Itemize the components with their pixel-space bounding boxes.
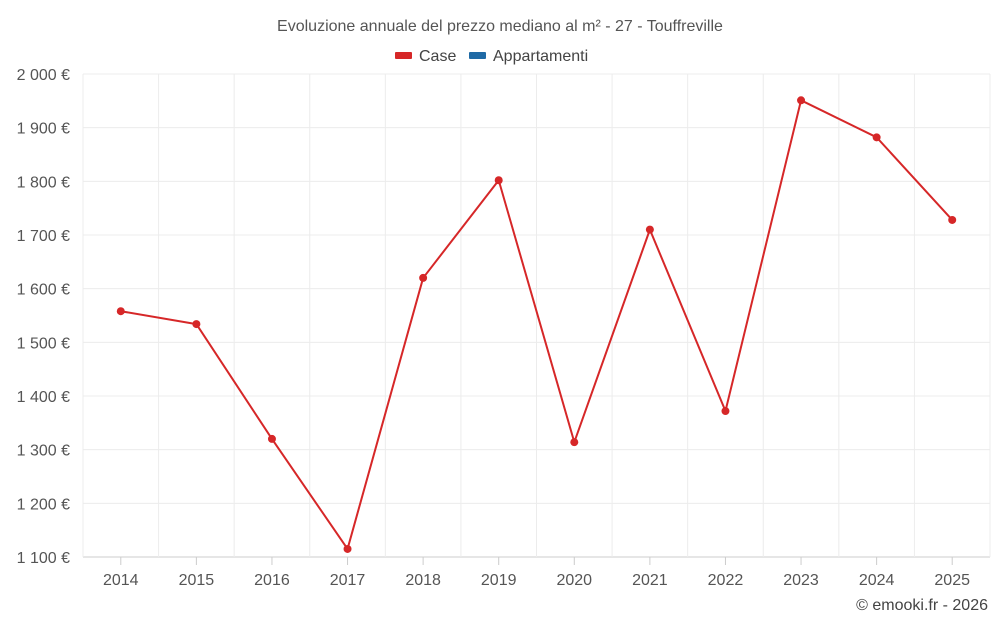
grid bbox=[82, 73, 991, 558]
y-tick-label: 1 500 € bbox=[17, 335, 70, 352]
chart-title: Evoluzione annuale del prezzo mediano al… bbox=[277, 18, 723, 35]
x-tick-label: 2022 bbox=[708, 572, 744, 589]
y-tick-label: 1 700 € bbox=[17, 228, 70, 245]
legend-swatch-case bbox=[395, 52, 412, 59]
y-axis: 2 000 € 1 900 € 1 800 € 1 700 € 1 600 € 1 500… bbox=[17, 67, 70, 567]
legend-swatch-appartamenti bbox=[469, 52, 486, 59]
data-point-case bbox=[419, 273, 428, 282]
legend-label-case: Case bbox=[419, 48, 456, 65]
y-tick-label: 2 000 € bbox=[17, 67, 70, 84]
data-point-case bbox=[948, 215, 957, 224]
data-point-case bbox=[116, 307, 125, 316]
legend-label-appartamenti: Appartamenti bbox=[493, 48, 588, 65]
series-line-case bbox=[120, 99, 953, 550]
x-tick-label: 2017 bbox=[330, 572, 366, 589]
credit-text: © emooki.fr - 2026 bbox=[856, 597, 988, 614]
data-point-case bbox=[343, 544, 352, 553]
series-case bbox=[116, 96, 957, 553]
data-point-case bbox=[872, 133, 881, 142]
x-tick-label: 2020 bbox=[556, 572, 592, 589]
x-axis: 2014 2015 2016 2017 2018 2019 2020 2021 2022 2023… bbox=[103, 557, 970, 589]
data-point-case bbox=[570, 438, 579, 447]
x-tick-label: 2023 bbox=[783, 572, 819, 589]
x-tick-label: 2025 bbox=[934, 572, 970, 589]
data-point-case bbox=[494, 176, 503, 185]
x-tick-label: 2018 bbox=[405, 572, 441, 589]
data-point-case bbox=[645, 225, 654, 234]
data-point-case bbox=[721, 407, 730, 416]
data-point-case bbox=[192, 320, 201, 329]
y-tick-label: 1 300 € bbox=[17, 443, 70, 460]
data-point-case bbox=[267, 434, 276, 443]
y-tick-label: 1 600 € bbox=[17, 282, 70, 299]
legend-item-appartamenti[interactable]: Appartamenti bbox=[469, 48, 588, 65]
y-tick-label: 1 900 € bbox=[17, 121, 70, 138]
y-tick-label: 1 200 € bbox=[17, 496, 70, 513]
y-tick-label: 1 400 € bbox=[17, 389, 70, 406]
x-tick-label: 2024 bbox=[859, 572, 895, 589]
y-tick-label: 1 800 € bbox=[17, 174, 70, 191]
x-tick-label: 2015 bbox=[179, 572, 215, 589]
data-point-case bbox=[797, 96, 806, 105]
legend: Case Appartamenti bbox=[395, 48, 588, 65]
x-tick-label: 2019 bbox=[481, 572, 517, 589]
x-tick-label: 2016 bbox=[254, 572, 290, 589]
y-tick-label: 1 100 € bbox=[17, 550, 70, 567]
x-tick-label: 2021 bbox=[632, 572, 668, 589]
x-tick-label: 2014 bbox=[103, 572, 139, 589]
legend-item-case[interactable]: Case bbox=[395, 48, 456, 65]
